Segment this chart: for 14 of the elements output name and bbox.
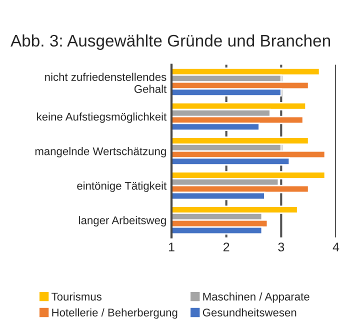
legend-label: Gesundheitswesen <box>202 308 296 316</box>
legend-label: Hotellerie / Beherbergung <box>52 308 178 319</box>
legend-label: Tourismus <box>52 292 102 301</box>
x-tick-label: 4 <box>332 242 340 252</box>
legend-label: Maschinen / Apparate <box>203 292 310 303</box>
y-tick-label: mangelnde Wertschätzung <box>35 147 166 158</box>
y-tick-label: eintönige Tätigkeit <box>77 182 167 192</box>
chart-title: Abb. 3: Ausgewählte Gründe und Branchen <box>10 34 330 50</box>
y-tick-label: keine Aufstiegsmöglichkeit <box>37 112 167 123</box>
y-tick-label: langer Arbeitsweg <box>79 216 166 226</box>
x-tick-label: 2 <box>223 242 230 252</box>
y-tick-label: nicht zufriedenstellendes Gehalt <box>45 72 167 93</box>
x-tick-label: 1 <box>168 242 174 252</box>
x-tick-label: 3 <box>278 242 284 252</box>
